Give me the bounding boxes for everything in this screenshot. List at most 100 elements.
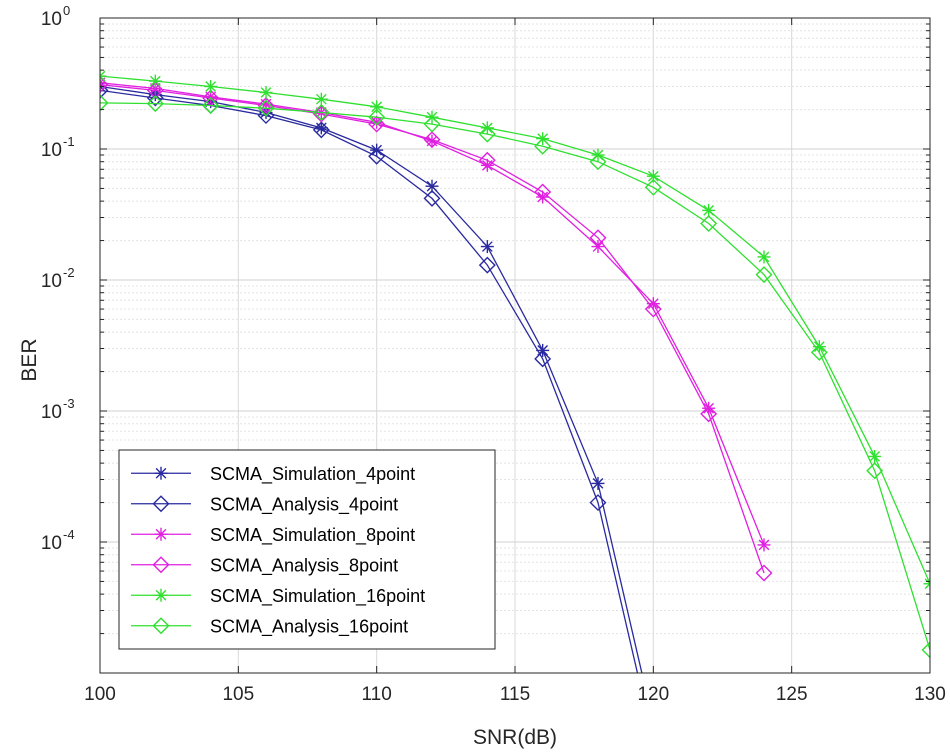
y-tick-label: 10: [41, 271, 62, 292]
legend-marker: [154, 466, 168, 480]
data-point: [644, 300, 662, 318]
data-point: [755, 266, 773, 284]
series-SCMA_Simulation_16point: [100, 69, 930, 591]
data-point: [646, 169, 660, 183]
data-point: [757, 538, 771, 552]
data-point: [478, 125, 496, 143]
data-point: [368, 108, 386, 126]
data-point: [755, 564, 773, 582]
data-point: [146, 81, 164, 99]
y-tick-label: 10: [41, 9, 62, 30]
data-point: [810, 343, 828, 361]
legend-label: SCMA_Analysis_4point: [210, 494, 398, 515]
axis-ticks: [99, 18, 931, 674]
series-SCMA_Analysis_16point: [100, 94, 930, 659]
y-tick-exponent: -1: [63, 134, 75, 149]
legend: SCMA_Simulation_4point SCMA_Analysis_4poi…: [118, 449, 496, 650]
series-line: [100, 75, 930, 585]
data-point: [423, 131, 441, 149]
legend-item: SCMA_Simulation_8point: [131, 525, 415, 546]
legend-item: SCMA_Simulation_16point: [131, 586, 425, 607]
data-point: [370, 143, 384, 157]
legend-item: SCMA_Analysis_8point: [131, 555, 398, 576]
data-point: [868, 449, 882, 463]
data-point: [591, 240, 605, 254]
data-point: [702, 401, 716, 415]
data-point: [257, 96, 275, 114]
data-point: [866, 462, 884, 480]
x-tick-label: 110: [362, 684, 392, 705]
data-point: [534, 183, 552, 201]
data-point: [480, 121, 494, 135]
legend-marker: [154, 588, 168, 602]
legend-item: SCMA_Analysis_16point: [131, 616, 408, 637]
x-tick-label: 105: [222, 684, 254, 705]
y-tick-label: 10: [41, 140, 62, 161]
series-line: [100, 102, 930, 651]
data-point: [257, 107, 275, 125]
x-tick-label: 120: [637, 684, 669, 705]
data-point: [312, 121, 330, 139]
data-point: [589, 153, 607, 171]
legend-item: SCMA_Analysis_4point: [131, 494, 398, 515]
data-point: [589, 229, 607, 247]
legend-marker: [152, 617, 170, 635]
y-tick-exponent: 0: [63, 3, 70, 18]
data-point: [368, 147, 386, 165]
series-layer: [100, 69, 930, 673]
x-tick-label: 100: [84, 684, 116, 705]
data-point: [757, 250, 771, 264]
y-tick-exponent: -4: [63, 527, 75, 542]
x-axis-label: SNR(dB): [473, 726, 557, 749]
data-point: [146, 89, 164, 107]
data-point: [312, 103, 330, 121]
data-point: [700, 215, 718, 232]
y-tick-label: 10: [41, 533, 62, 554]
y-tick-label: 10: [41, 402, 62, 423]
series-line: [100, 89, 639, 673]
data-point: [478, 151, 496, 169]
x-tick-label: 125: [776, 684, 808, 705]
data-point: [923, 577, 930, 591]
legend-item: SCMA_Simulation_4point: [131, 464, 415, 485]
data-point: [257, 99, 275, 117]
data-point: [921, 641, 930, 659]
x-tick-label: 130: [914, 684, 946, 705]
data-point: [204, 79, 218, 93]
data-point: [423, 189, 441, 207]
x-tick-labels: 100 105 110 115 120 125 130: [84, 684, 946, 705]
legend-marker: [152, 556, 170, 574]
legend-label: SCMA_Analysis_8point: [210, 555, 398, 576]
data-point: [702, 203, 716, 217]
data-point: [368, 115, 386, 133]
data-point: [259, 85, 273, 99]
x-tick-label: 115: [500, 684, 530, 705]
y-tick-exponent: -3: [63, 396, 75, 411]
data-point: [100, 94, 109, 112]
data-point: [202, 96, 220, 114]
data-point: [700, 405, 718, 423]
legend-marker: [152, 495, 170, 513]
y-axis-label: BER: [18, 338, 41, 381]
data-point: [148, 74, 162, 88]
legend-label: SCMA_Simulation_4point: [210, 464, 415, 485]
legend-label: SCMA_Simulation_16point: [210, 586, 425, 607]
data-point: [478, 256, 496, 274]
legend-box: [118, 449, 496, 650]
legend-label: SCMA_Simulation_8point: [210, 525, 415, 546]
data-point: [534, 350, 552, 368]
data-point: [591, 476, 605, 490]
data-point: [146, 95, 164, 113]
y-tick-exponent: -2: [63, 265, 75, 280]
data-point: [480, 240, 494, 254]
data-point: [370, 100, 384, 114]
data-point: [314, 92, 328, 106]
data-point: [644, 178, 662, 196]
data-point: [100, 69, 107, 83]
data-point: [589, 494, 607, 512]
data-point: [100, 76, 109, 94]
legend-label: SCMA_Analysis_16point: [210, 616, 408, 637]
series-SCMA_Analysis_4point: [100, 81, 639, 673]
